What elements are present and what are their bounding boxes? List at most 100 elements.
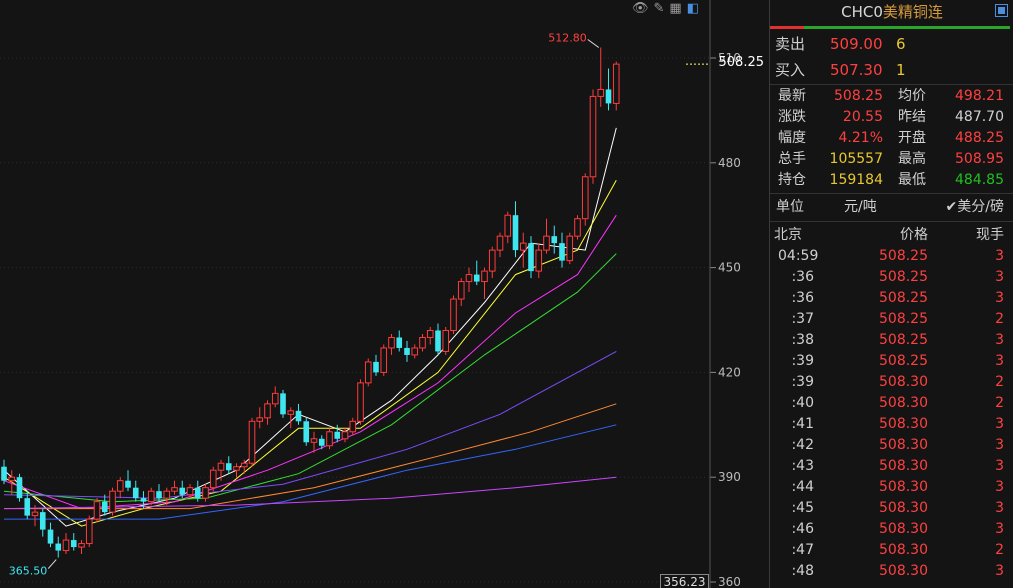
tick-header-time: 北京	[774, 227, 802, 243]
low-arrow	[47, 559, 57, 569]
buy-label: 买入	[775, 61, 806, 79]
candle-body	[341, 431, 349, 440]
grid-icon[interactable]: ▦	[669, 1, 682, 16]
tick-volume: 2	[995, 395, 1004, 411]
candle-body	[419, 336, 426, 349]
sell-qty: 6	[896, 35, 906, 53]
candle-body	[217, 462, 225, 471]
sell-strength-bar	[770, 26, 804, 29]
tick-time: :42	[791, 437, 814, 453]
quote-panel: CHC0美精铜连 卖出 509.00 6 买入 507.30 1 最新 508.2…	[769, 0, 1013, 588]
candle-body	[373, 361, 379, 373]
buy-row: 买入 507.30 1	[770, 59, 1010, 81]
unit-row: 单位 元/吨 ✔美分/磅	[770, 196, 1010, 218]
tick-time: :36	[791, 290, 814, 306]
divider	[770, 84, 1013, 85]
tick-price: 508.30	[879, 437, 928, 453]
candle-body	[101, 501, 108, 513]
ma30-line	[3, 253, 617, 503]
candle-body	[240, 462, 248, 468]
candle-body	[404, 347, 410, 355]
candle-body	[202, 487, 209, 499]
tick-volume: 3	[995, 248, 1004, 264]
candle-body	[349, 420, 357, 433]
ma120-line	[4, 403, 617, 510]
instrument-name: 美精铜连	[882, 3, 943, 21]
quote-label: 最新	[778, 88, 806, 104]
candle-body	[287, 410, 295, 415]
tick-volume: 2	[995, 311, 1004, 327]
candle-body	[512, 215, 519, 251]
tick-row: :48 508.30 3	[770, 561, 1010, 582]
candle-body	[225, 463, 232, 471]
candle-body	[132, 487, 139, 499]
tick-price: 508.30	[879, 395, 928, 411]
candle-body	[147, 490, 155, 503]
pencil-icon[interactable]: ✎	[653, 1, 665, 16]
candle-body	[519, 242, 527, 251]
candle-body	[396, 337, 403, 348]
y-tick-label: 480	[718, 156, 741, 170]
quote-row: 持仓 159184 最低 484.85	[770, 170, 1010, 191]
quote-label: 均价	[898, 88, 926, 104]
ma10-line	[3, 180, 617, 527]
candle-body	[55, 543, 62, 551]
candle-body	[364, 361, 372, 384]
kline-svg[interactable]: 510 480 450 420 390 360 512.80 365.50	[0, 0, 768, 588]
ma250-line	[4, 424, 617, 520]
tick-volume: 3	[995, 500, 1004, 516]
tick-list[interactable]: 04:59 508.25 3:36 508.25 3:36 508.25 3:37 508.2…	[770, 246, 1010, 582]
panel-menu-icon[interactable]	[995, 4, 1008, 17]
tick-time: :43	[791, 458, 814, 474]
candle-body	[528, 243, 534, 272]
eye-icon[interactable]: 👁	[632, 1, 649, 16]
unit-alt-toggle[interactable]: ✔美分/磅	[945, 199, 1004, 215]
tick-volume: 3	[995, 416, 1004, 432]
tick-price: 508.25	[879, 332, 928, 348]
panel-icon[interactable]: ◧	[686, 1, 700, 16]
candle-body	[85, 518, 93, 545]
candle-body	[450, 298, 457, 331]
tick-time: :39	[791, 374, 814, 390]
candle-body	[295, 410, 302, 422]
kline-chart[interactable]: 510 480 450 420 390 360 512.80 365.50 👁 ✎ ▦ ◧ 5…	[0, 0, 768, 588]
tick-volume: 3	[995, 458, 1004, 474]
quote-value: 498.21	[955, 88, 1004, 104]
quote-value: 508.25	[834, 88, 883, 104]
tick-volume: 3	[995, 290, 1004, 306]
candle-body	[543, 235, 550, 251]
tick-row: :45 508.30 3	[770, 498, 1010, 519]
quote-value: 4.21%	[838, 130, 883, 146]
tick-time: :46	[791, 521, 814, 537]
tick-time: :45	[791, 500, 814, 516]
tick-time: :40	[791, 395, 814, 411]
tick-row: :36 508.25 3	[770, 267, 1010, 288]
buy-price: 507.30	[830, 61, 883, 79]
candle-body	[62, 539, 70, 552]
quote-label: 持仓	[778, 172, 806, 188]
candle-body	[559, 243, 565, 261]
tick-row: :42 508.30 3	[770, 435, 1010, 456]
candle-body	[310, 438, 318, 443]
unit-value[interactable]: 元/吨	[844, 199, 877, 215]
sell-label: 卖出	[775, 35, 806, 53]
quote-label: 最低	[898, 172, 926, 188]
quote-label: 最高	[898, 151, 926, 167]
candle-body	[186, 487, 194, 496]
quote-value: 159184	[829, 172, 883, 188]
candle-body	[597, 88, 605, 97]
candle-body	[435, 330, 441, 352]
candle-body	[566, 235, 574, 262]
tick-price: 508.25	[879, 290, 928, 306]
instrument-code: CHC0	[841, 3, 883, 21]
quote-label: 总手	[778, 151, 806, 167]
tick-price: 508.30	[879, 416, 928, 432]
candle-body	[612, 63, 620, 104]
tick-row: 04:59 508.25 3	[770, 246, 1010, 267]
tick-header-price: 价格	[900, 227, 928, 243]
divider	[770, 221, 1013, 222]
y-tick-label: 420	[718, 365, 741, 379]
bottom-price-label: 356.23	[660, 574, 709, 588]
candle-body	[233, 466, 240, 471]
tick-volume: 3	[995, 437, 1004, 453]
